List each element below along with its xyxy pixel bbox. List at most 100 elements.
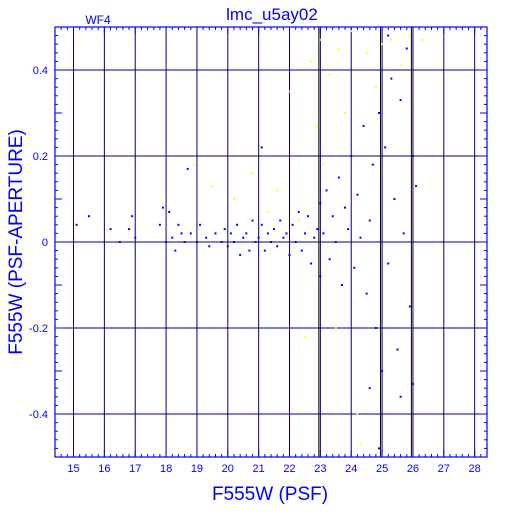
- data-point: [270, 241, 272, 243]
- data-point-rejected: [390, 38, 393, 41]
- data-point-rejected: [316, 124, 319, 127]
- data-point: [177, 223, 180, 226]
- x-tick-label: 25: [376, 463, 388, 475]
- data-point: [344, 206, 347, 209]
- x-tick-label: 28: [469, 463, 481, 475]
- x-tick-label: 22: [283, 463, 295, 475]
- data-point: [75, 223, 78, 226]
- x-tick-label: 27: [438, 463, 450, 475]
- data-point: [337, 176, 340, 179]
- data-points: [75, 30, 424, 450]
- data-point: [168, 210, 171, 213]
- data-point: [128, 228, 131, 231]
- data-point: [109, 228, 112, 231]
- data-point-rejected: [359, 443, 362, 446]
- data-point: [319, 202, 322, 205]
- data-point: [273, 228, 276, 231]
- data-point: [236, 223, 239, 226]
- data-point-rejected: [334, 327, 337, 329]
- data-point-rejected: [344, 112, 347, 114]
- data-point: [239, 253, 242, 256]
- data-point: [263, 249, 266, 252]
- data-point: [297, 210, 300, 213]
- data-point: [242, 236, 245, 239]
- data-point: [232, 241, 235, 243]
- data-point-rejected: [399, 64, 402, 67]
- data-point: [381, 370, 384, 372]
- data-point: [340, 284, 343, 286]
- data-point: [368, 219, 371, 222]
- data-point-rejected: [374, 86, 377, 89]
- data-point: [183, 241, 186, 243]
- panel-label: WF4: [85, 13, 111, 27]
- data-point: [415, 185, 418, 188]
- data-point: [171, 236, 174, 239]
- x-tick-label: 19: [191, 463, 203, 475]
- data-point: [334, 241, 337, 243]
- x-axis-label: F555W (PSF): [212, 484, 328, 505]
- data-point: [402, 232, 405, 235]
- x-tick-label: 26: [407, 463, 419, 475]
- data-point: [118, 241, 121, 243]
- data-point: [390, 77, 393, 80]
- data-point: [260, 223, 263, 226]
- y-tick-label: 0.2: [33, 151, 48, 163]
- y-axis-label: F555W (PSF-APERTURE): [6, 129, 27, 355]
- data-point: [208, 245, 211, 248]
- data-point: [307, 215, 310, 218]
- data-point: [285, 232, 288, 235]
- data-point: [328, 258, 331, 261]
- data-point: [387, 262, 390, 265]
- data-point: [214, 232, 217, 235]
- x-tick-label: 15: [67, 463, 79, 475]
- data-point: [134, 236, 137, 239]
- data-point: [378, 112, 380, 114]
- data-point: [87, 215, 90, 218]
- x-tick-label: 21: [253, 463, 265, 475]
- data-point: [131, 215, 134, 218]
- data-point-rejected: [408, 34, 411, 37]
- data-point: [260, 146, 263, 149]
- data-point-rejected: [276, 189, 279, 192]
- y-tick-label: -0.2: [29, 323, 48, 335]
- data-point-rejected: [310, 60, 313, 63]
- data-point: [245, 232, 248, 235]
- data-point: [350, 155, 353, 157]
- data-point: [266, 232, 269, 235]
- data-point-rejected: [303, 335, 306, 338]
- data-point: [331, 215, 334, 218]
- y-tick-label: 0: [42, 237, 48, 249]
- data-point: [408, 305, 411, 308]
- data-point: [325, 189, 328, 192]
- y-tick-label: -0.4: [29, 409, 48, 421]
- data-point: [195, 241, 198, 243]
- data-point: [371, 163, 374, 166]
- data-point-rejected: [322, 163, 325, 166]
- data-point: [220, 241, 223, 243]
- data-point-rejected: [232, 198, 235, 200]
- x-tick-label: 24: [345, 463, 357, 475]
- reference-lines: [318, 27, 412, 457]
- data-point: [313, 236, 316, 239]
- x-tick-label: 18: [160, 463, 172, 475]
- data-point: [294, 241, 297, 243]
- data-point-rejected: [211, 185, 214, 188]
- plot-frame: [54, 26, 488, 458]
- data-point: [347, 228, 350, 231]
- x-tick-label: 23: [314, 463, 326, 475]
- data-point-rejected: [381, 43, 384, 46]
- data-point: [399, 99, 402, 102]
- data-point: [387, 34, 390, 37]
- data-point: [399, 395, 402, 398]
- data-point: [162, 206, 164, 209]
- data-point: [254, 241, 257, 243]
- data-point-rejected: [350, 30, 353, 33]
- x-tick-label: 17: [129, 463, 141, 475]
- data-point: [229, 232, 232, 235]
- data-point: [411, 155, 414, 157]
- data-point: [353, 266, 356, 269]
- data-point: [368, 387, 371, 390]
- x-tick-label: 16: [98, 463, 110, 475]
